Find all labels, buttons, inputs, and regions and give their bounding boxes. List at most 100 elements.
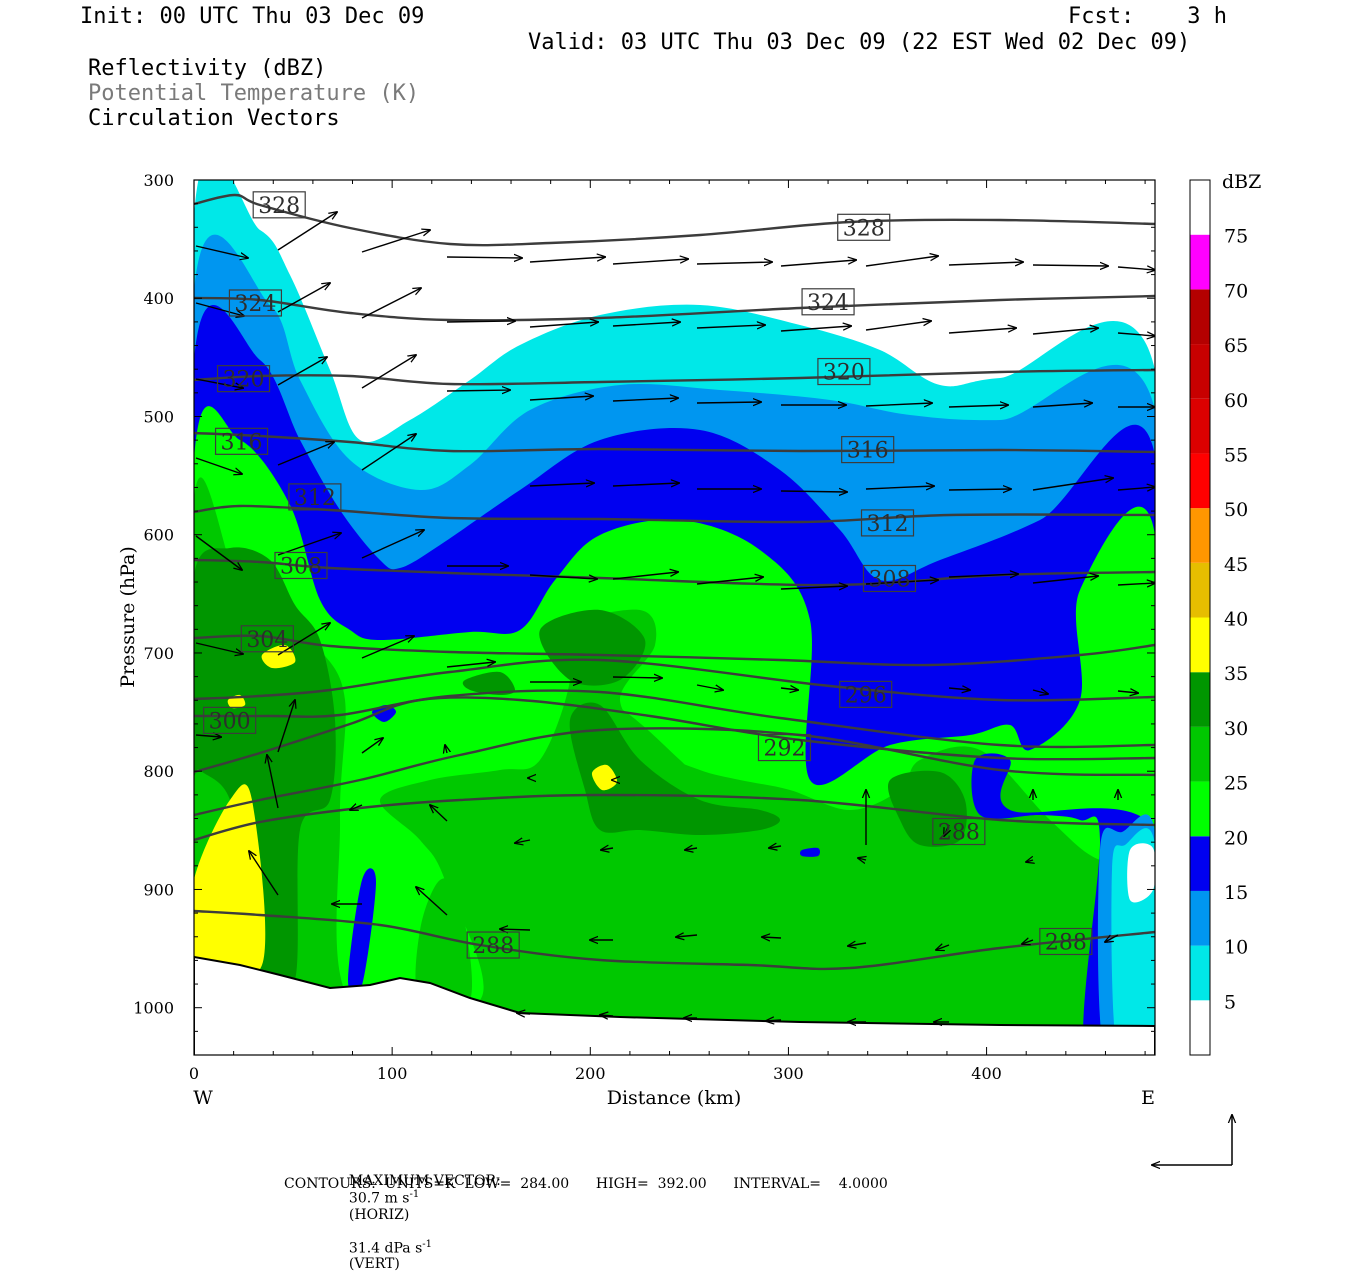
theta-label-text: 304 [246, 628, 288, 653]
circulation-vector [948, 328, 1016, 334]
circulation-vector [195, 642, 243, 654]
circulation-vector [195, 245, 248, 258]
colorbar-tick-label: 60 [1224, 390, 1248, 412]
reflectivity-region [1127, 843, 1155, 903]
theta-label-text: 320 [223, 368, 265, 393]
circulation-vector [277, 212, 337, 251]
field-reflectivity: Reflectivity (dBZ) [88, 56, 327, 81]
circulation-vector [696, 402, 761, 403]
y-tick-label: 600 [143, 526, 174, 545]
theta-label-box [839, 680, 893, 708]
theta-label-text: 312 [867, 512, 909, 537]
circulation-vector [780, 260, 856, 267]
reflectivity-region [415, 878, 473, 1011]
circulation-vector [948, 574, 1018, 577]
circulation-vector [865, 403, 932, 406]
colorbar-swatch [1190, 289, 1210, 345]
reflectivity-region [261, 644, 296, 669]
circulation-vector [515, 840, 531, 843]
circulation-vector [612, 677, 662, 678]
reflectivity-field: 328 328 324 324 320 320 316 316 312 312 308 308 304 2… [194, 180, 1155, 1055]
theta-contour [194, 909, 1155, 971]
theta-label: 288 [932, 817, 986, 846]
circulation-vector [277, 533, 341, 556]
reflectivity-region [799, 847, 821, 857]
circulation-vector [865, 486, 934, 489]
colorbar-swatch [1190, 344, 1210, 399]
colorbar-swatch [1190, 562, 1210, 618]
circulation-vector [430, 805, 448, 822]
colorbar-frame [1189, 179, 1211, 1056]
max-vector-label: MAXIMUM VECTOR: [348, 1173, 501, 1189]
theta-contour [194, 658, 1155, 702]
theta-label-text: 296 [845, 683, 887, 708]
theta-label: 320 [216, 365, 271, 393]
colorbar-tick-label: 65 [1224, 335, 1248, 357]
circulation-vectors [195, 212, 1155, 1022]
colorbar-tick-label: 25 [1224, 773, 1248, 795]
circulation-vector [195, 735, 221, 737]
theta-label: 316 [214, 427, 269, 455]
circulation-vector [1032, 478, 1113, 491]
theta-label: 296 [839, 680, 893, 708]
theta-label-box [817, 357, 871, 386]
theta-label-box [288, 483, 342, 511]
circulation-vector [612, 322, 680, 327]
colorbar-swatch [1190, 1000, 1210, 1055]
theta-label: 312 [860, 509, 915, 537]
circulation-vector [948, 489, 1011, 490]
circulation-vector [696, 577, 763, 585]
circulation-vector [446, 662, 495, 668]
circulation-vector [1117, 487, 1155, 490]
circulation-vector [1032, 690, 1048, 694]
x-tick-label: 400 [971, 1064, 1002, 1083]
circulation-vector [195, 302, 244, 316]
colorbar: 5 10 15 20 25 30 35 40 45 50 55 60 65 70 75 [1189, 179, 1248, 1056]
theta-contour [194, 431, 1155, 454]
reflectivity-region [569, 702, 780, 835]
max-vector-line: MAXIMUM VECTOR: 30.7 m s-1 (HORIZ) 31.4 … [340, 1157, 501, 1272]
forecast-hour: Fcst: 3 h [1068, 4, 1227, 29]
colorbar-tick-label: 55 [1224, 444, 1248, 466]
theta-label-text: 300 [209, 709, 251, 734]
theta-label-text: 288 [472, 934, 514, 959]
theta-label: 320 [817, 357, 871, 386]
x-end-west: W [193, 1087, 213, 1109]
y-axis-label: Pressure (hPa) [117, 546, 139, 688]
theta-label-box [757, 733, 812, 762]
theta-contour [194, 793, 1155, 842]
reflectivity-region [591, 764, 618, 791]
circulation-vector [277, 283, 330, 313]
colorbar-swatch [1190, 617, 1210, 673]
plot-frame [193, 179, 1156, 1056]
theta-label-box [214, 427, 269, 455]
circulation-vector [350, 805, 363, 810]
theta-label: 308 [862, 564, 917, 592]
circulation-vector [195, 535, 242, 570]
circulation-vector [277, 623, 330, 656]
circulation-vector [948, 688, 970, 690]
circulation-vector [780, 326, 851, 332]
field-vectors: Circulation Vectors [88, 106, 340, 131]
circulation-vector [277, 357, 327, 386]
y-tick-label: 500 [143, 407, 174, 426]
circulation-vector [1105, 934, 1119, 942]
circulation-vector [685, 848, 698, 850]
terrain [194, 955, 1155, 1055]
circulation-vector [766, 1020, 782, 1021]
colorbar-tick-label: 40 [1224, 609, 1248, 631]
theta-label-text: 288 [938, 821, 980, 846]
vert-exponent: -1 [422, 1238, 433, 1250]
circulation-vector [361, 288, 421, 319]
circulation-vector [1032, 328, 1098, 335]
colorbar-tick-label: 10 [1224, 937, 1248, 959]
circulation-vector [780, 688, 798, 690]
circulation-vector [1022, 940, 1034, 944]
x-tick-label: 100 [377, 1064, 408, 1083]
theta-label-text: 324 [807, 291, 849, 316]
circulation-vector [446, 390, 510, 391]
theta-label-box [1039, 927, 1093, 956]
init-time: Init: 00 UTC Thu 03 Dec 09 [80, 4, 425, 29]
colorbar-swatch [1190, 672, 1210, 727]
colorbar-tick-label: 50 [1224, 499, 1248, 521]
